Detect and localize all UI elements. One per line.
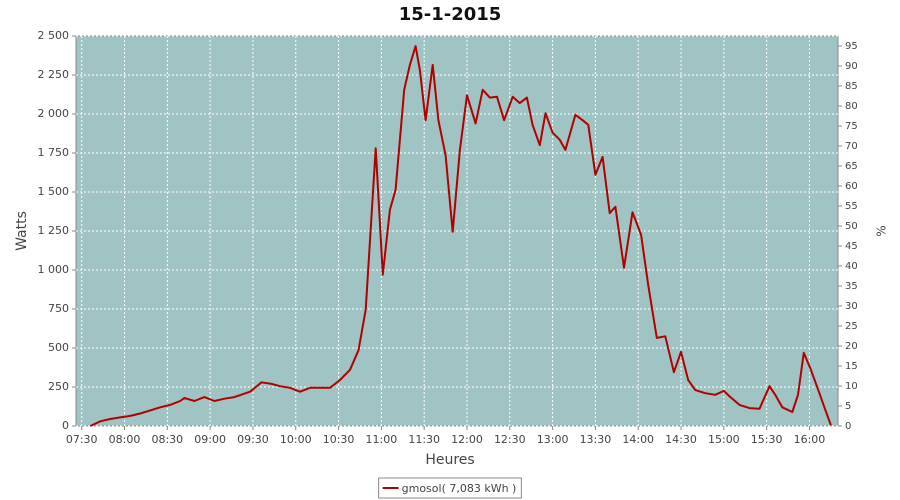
x-tick-label: 14:00 (622, 433, 654, 446)
y-tick-label: 1 500 (38, 185, 70, 198)
x-axis-label: Heures (425, 452, 474, 468)
y2-tick-label: 40 (845, 261, 858, 272)
x-tick-label: 10:00 (280, 433, 312, 446)
x-tick-label: 12:30 (494, 433, 526, 446)
y2-tick-label: 30 (845, 301, 858, 312)
x-tick-label: 11:30 (408, 433, 440, 446)
y-tick-label: 250 (48, 380, 69, 393)
y2-tick-label: 60 (845, 181, 858, 192)
x-tick-label: 09:30 (237, 433, 269, 446)
y2-tick-label: 15 (845, 361, 858, 372)
x-tick-label: 13:30 (580, 433, 612, 446)
y-tick-label: 500 (48, 341, 69, 354)
x-tick-label: 08:30 (151, 433, 183, 446)
data-line (89, 45, 832, 427)
x-tick-label: 15:30 (751, 433, 783, 446)
y2-tick-label: 10 (845, 381, 858, 392)
y2-tick-label: 5 (845, 401, 851, 412)
x-tick-label: 15:00 (708, 433, 740, 446)
y2-tick-label: 85 (845, 81, 858, 92)
y2-tick-label: 45 (845, 241, 858, 252)
y2-tick-label: 70 (845, 141, 858, 152)
x-tick-label: 16:00 (794, 433, 826, 446)
y2-tick-label: 20 (845, 341, 858, 352)
y-tick-label: 750 (48, 302, 69, 315)
x-tick-label: 11:00 (366, 433, 398, 446)
y2-tick-label: 35 (845, 281, 858, 292)
y2-tick-label: 75 (845, 121, 858, 132)
y-tick-label: 1 000 (38, 263, 70, 276)
y2-tick-label: 95 (845, 41, 858, 52)
y-axis-label: Watts (14, 211, 30, 251)
y-tick-label: 2 250 (38, 68, 70, 81)
y2-tick-label: 65 (845, 161, 858, 172)
y2-tick-label: 55 (845, 201, 858, 212)
x-tick-label: 13:00 (537, 433, 569, 446)
y-tick-label: 1 750 (38, 146, 70, 159)
x-tick-label: 07:30 (66, 433, 98, 446)
y2-axis-label: % (875, 225, 889, 236)
y2-tick-label: 90 (845, 61, 858, 72)
y-tick-label: 1 250 (38, 224, 70, 237)
y2-tick-label: 80 (845, 101, 858, 112)
y2-tick-label: 50 (845, 221, 858, 232)
legend: gmosol( 7,083 kWh ) (378, 477, 522, 499)
x-tick-label: 10:30 (323, 433, 355, 446)
y-tick-label: 2 500 (38, 29, 70, 42)
legend-box (378, 477, 522, 499)
y2-tick-label: 0 (845, 421, 851, 432)
y-tick-label: 0 (62, 419, 69, 432)
y2-tick-label: 25 (845, 321, 858, 332)
legend-label: gmosol( 7,083 kWh ) (402, 482, 517, 495)
x-tick-label: 14:30 (665, 433, 697, 446)
x-tick-label: 08:00 (109, 433, 141, 446)
y-tick-label: 2 000 (38, 107, 70, 120)
x-tick-label: 09:00 (194, 433, 226, 446)
chart-title: 15-1-2015 (399, 4, 502, 25)
x-tick-label: 12:00 (451, 433, 483, 446)
